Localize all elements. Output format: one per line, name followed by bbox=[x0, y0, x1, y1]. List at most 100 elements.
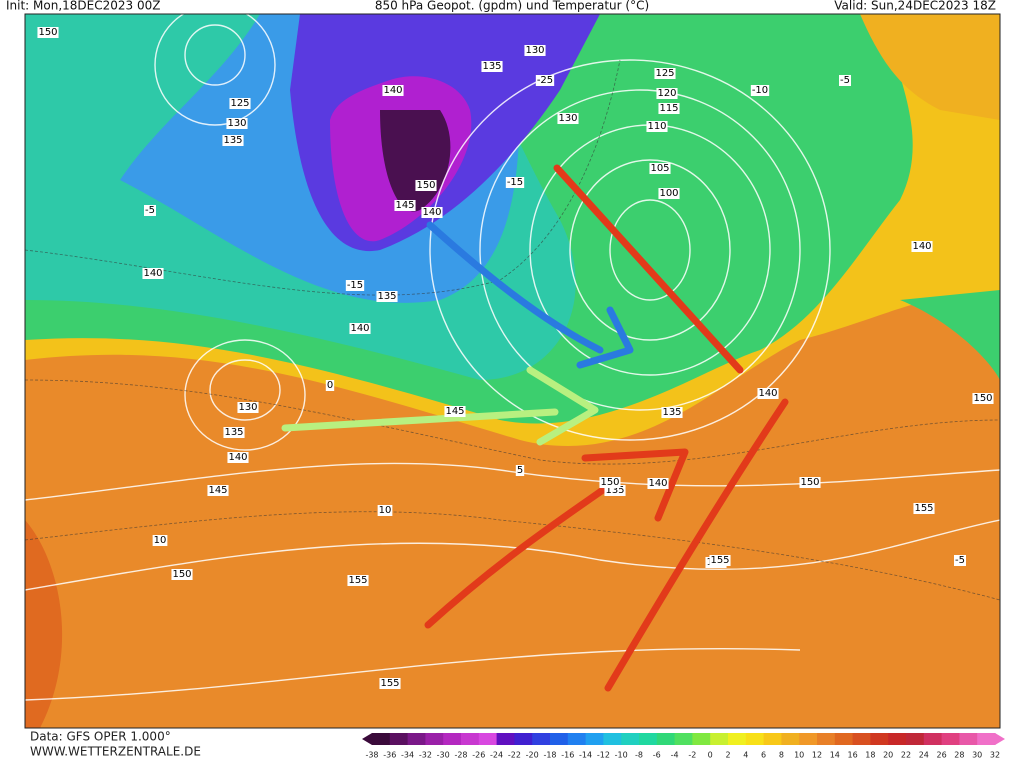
scale-swatch bbox=[639, 733, 658, 745]
contour-label: 135 bbox=[661, 407, 683, 418]
scale-swatch bbox=[496, 733, 515, 745]
map-area bbox=[25, 14, 1000, 728]
contour-label-bg bbox=[654, 68, 676, 79]
scale-swatch bbox=[852, 733, 871, 745]
contour-label: -10 bbox=[750, 85, 770, 96]
contour-label-bg bbox=[515, 465, 525, 476]
contour-label-bg bbox=[647, 478, 669, 489]
scale-swatch bbox=[728, 733, 747, 745]
scale-label: -30 bbox=[437, 751, 450, 760]
contour-label-text: -5 bbox=[840, 75, 850, 86]
data-source: Data: GFS OPER 1.000° bbox=[30, 730, 171, 744]
contour-label-bg bbox=[152, 535, 168, 546]
scale-label: 24 bbox=[919, 751, 929, 760]
map-title: 850 hPa Geopot. (gpdm) und Temperatur (°… bbox=[375, 0, 649, 13]
contour-label: 130 bbox=[524, 45, 546, 56]
scale-swatch bbox=[692, 733, 711, 745]
scale-label: 12 bbox=[812, 751, 822, 760]
scale-label: 4 bbox=[743, 751, 748, 760]
scale-label: -26 bbox=[472, 751, 485, 760]
scale-label: 20 bbox=[883, 751, 893, 760]
scale-label: 14 bbox=[830, 751, 840, 760]
scale-swatch bbox=[389, 733, 409, 745]
contour-label-text: -25 bbox=[537, 75, 553, 86]
scale-swatch bbox=[870, 733, 889, 745]
scale-swatch bbox=[888, 733, 907, 745]
contour-label-text: 5 bbox=[517, 465, 523, 476]
scale-swatch bbox=[674, 733, 693, 745]
contour-label-text: 135 bbox=[605, 485, 624, 496]
contour-label-text: 150 bbox=[416, 180, 435, 191]
scale-label: 0 bbox=[708, 751, 713, 760]
contour-label: -5 bbox=[839, 75, 851, 86]
contour-label-bg bbox=[557, 113, 579, 124]
contour-label-text: 150 bbox=[38, 27, 57, 38]
scale-arrow-left bbox=[362, 733, 372, 745]
isotherms bbox=[25, 59, 1000, 601]
scale-swatch bbox=[817, 733, 836, 745]
isohypses bbox=[25, 14, 1000, 701]
contour-label-bg bbox=[227, 452, 249, 463]
contour-label-text: 150 bbox=[800, 477, 819, 488]
contour-label-text: 155 bbox=[914, 503, 933, 514]
scale-label: 32 bbox=[990, 751, 1000, 760]
contour-label: 130 bbox=[226, 118, 248, 129]
contour-label-bg bbox=[658, 103, 680, 114]
contour-label-bg bbox=[347, 575, 369, 586]
scale-label: -6 bbox=[653, 751, 661, 760]
contour-label: 140 bbox=[227, 452, 249, 463]
scale-label: -22 bbox=[508, 751, 521, 760]
scale-label: -32 bbox=[419, 751, 432, 760]
scale-arrow-right bbox=[995, 733, 1005, 745]
contour-label-text: 155 bbox=[348, 575, 367, 586]
contour-label: 145 bbox=[394, 200, 416, 211]
scale-label: -12 bbox=[597, 751, 610, 760]
scale-swatch bbox=[478, 733, 498, 745]
contour-label: 150 bbox=[37, 27, 59, 38]
contour-label-bg bbox=[142, 268, 164, 279]
contour-label-text: 150 bbox=[973, 393, 992, 404]
contour-label-bg bbox=[604, 485, 626, 496]
contour-label: 155 bbox=[913, 503, 935, 514]
scale-swatch bbox=[977, 733, 996, 745]
scale-swatch bbox=[799, 733, 818, 745]
scale-label: 26 bbox=[937, 751, 947, 760]
east-green bbox=[900, 290, 1000, 380]
contour-label: 140 bbox=[911, 241, 933, 252]
scale-swatch bbox=[941, 733, 960, 745]
contour-label-bg bbox=[325, 380, 335, 391]
contour-label-bg bbox=[421, 207, 443, 218]
contour-label-bg bbox=[222, 135, 244, 146]
contour-label-text: -15 bbox=[347, 280, 363, 291]
contour-label: 140 bbox=[757, 388, 779, 399]
contour-label: 135 bbox=[222, 135, 244, 146]
contour-label-text: -5 bbox=[145, 205, 155, 216]
contour-label-text: 155 bbox=[380, 678, 399, 689]
contour-label: 115 bbox=[658, 103, 680, 114]
contour-label-bg bbox=[658, 188, 680, 199]
scale-swatch bbox=[461, 733, 480, 745]
contour-label-text: 130 bbox=[238, 402, 257, 413]
contour-label-text: 145 bbox=[208, 485, 227, 496]
scale-label: -34 bbox=[401, 751, 414, 760]
scale-label: 28 bbox=[954, 751, 964, 760]
contour-label-text: 140 bbox=[228, 452, 247, 463]
valid-label: Valid: Sun,24DEC2023 18Z bbox=[834, 0, 996, 13]
contour-label: 10 bbox=[377, 505, 393, 516]
contour-label-bg bbox=[349, 323, 371, 334]
contour-label-bg bbox=[646, 121, 668, 132]
init-label: Init: Mon,18DEC2023 00Z bbox=[6, 0, 160, 13]
contour-label-text: 110 bbox=[647, 121, 666, 132]
contour-label: 140 bbox=[349, 323, 371, 334]
scale-label: 6 bbox=[761, 751, 766, 760]
contour-label-text: 135 bbox=[224, 427, 243, 438]
map-frame bbox=[24, 13, 1001, 729]
contour-label: 135 bbox=[481, 61, 503, 72]
contour-label-bg bbox=[377, 505, 393, 516]
contour-label-text: -15 bbox=[507, 177, 523, 188]
arrows bbox=[281, 164, 789, 692]
contour-label-bg bbox=[345, 280, 365, 291]
contour-label: 155 bbox=[347, 575, 369, 586]
contour-label: 10 bbox=[152, 535, 168, 546]
contour-label: -5 bbox=[954, 555, 966, 566]
